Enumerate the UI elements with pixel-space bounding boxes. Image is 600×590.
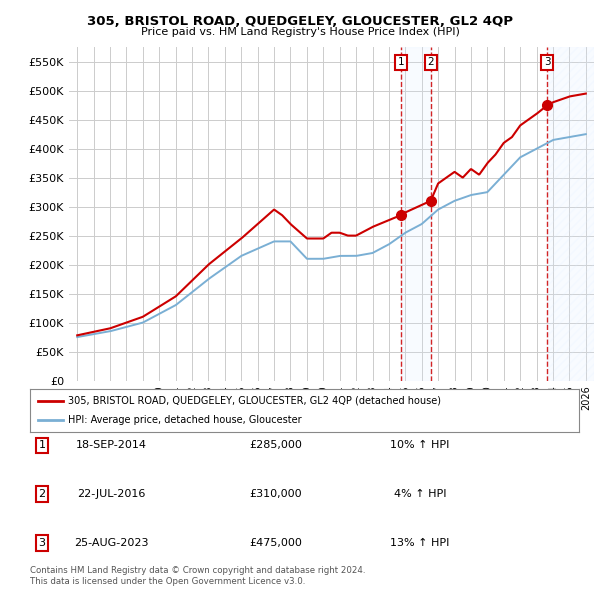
Text: 2: 2 xyxy=(427,57,434,67)
Text: 3: 3 xyxy=(38,538,46,548)
Text: 1: 1 xyxy=(397,57,404,67)
Text: 4% ↑ HPI: 4% ↑ HPI xyxy=(394,489,446,499)
Text: £310,000: £310,000 xyxy=(250,489,302,499)
Text: HPI: Average price, detached house, Gloucester: HPI: Average price, detached house, Glou… xyxy=(68,415,302,425)
Text: Price paid vs. HM Land Registry's House Price Index (HPI): Price paid vs. HM Land Registry's House … xyxy=(140,27,460,37)
Text: 10% ↑ HPI: 10% ↑ HPI xyxy=(391,441,449,450)
Text: Contains HM Land Registry data © Crown copyright and database right 2024.: Contains HM Land Registry data © Crown c… xyxy=(30,566,365,575)
Text: 305, BRISTOL ROAD, QUEDGELEY, GLOUCESTER, GL2 4QP (detached house): 305, BRISTOL ROAD, QUEDGELEY, GLOUCESTER… xyxy=(68,396,442,406)
Text: £285,000: £285,000 xyxy=(250,441,302,450)
Bar xyxy=(547,47,594,381)
Bar xyxy=(401,47,431,381)
Text: 22-JUL-2016: 22-JUL-2016 xyxy=(77,489,145,499)
Text: 13% ↑ HPI: 13% ↑ HPI xyxy=(391,538,449,548)
Text: 25-AUG-2023: 25-AUG-2023 xyxy=(74,538,148,548)
Text: This data is licensed under the Open Government Licence v3.0.: This data is licensed under the Open Gov… xyxy=(30,577,305,586)
Text: 1: 1 xyxy=(38,441,46,450)
Text: £475,000: £475,000 xyxy=(250,538,302,548)
Text: 3: 3 xyxy=(544,57,551,67)
Text: 305, BRISTOL ROAD, QUEDGELEY, GLOUCESTER, GL2 4QP: 305, BRISTOL ROAD, QUEDGELEY, GLOUCESTER… xyxy=(87,15,513,28)
Text: 18-SEP-2014: 18-SEP-2014 xyxy=(76,441,146,450)
Text: 2: 2 xyxy=(38,489,46,499)
